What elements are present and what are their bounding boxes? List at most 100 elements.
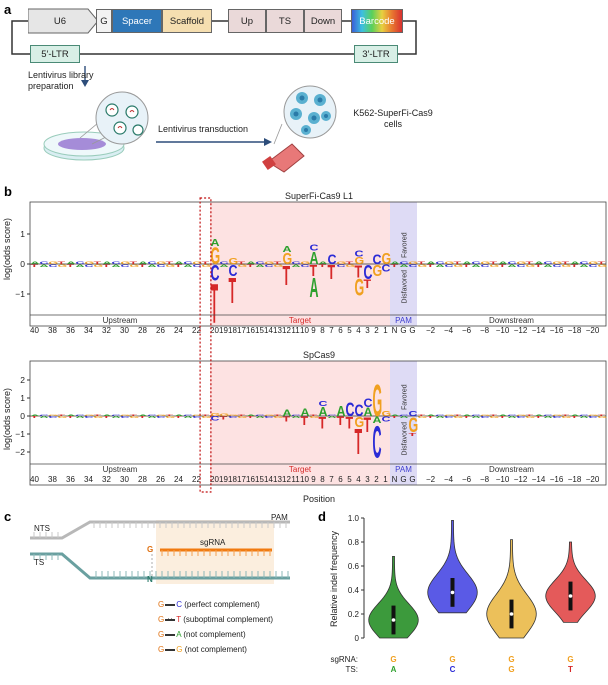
- logo-letter: A: [426, 261, 436, 265]
- legend-bond-4: [165, 648, 176, 651]
- x-tick-label: 28: [138, 475, 147, 484]
- logo-letter: T: [534, 416, 542, 419]
- x-tick-label: G: [409, 326, 415, 335]
- logo-letter: A: [327, 416, 337, 419]
- logo-letter: C: [588, 264, 597, 268]
- logo-letter: T: [237, 414, 245, 416]
- logo-letter: G: [408, 413, 418, 437]
- violin-median: [509, 612, 514, 616]
- x-tick-label: −8: [480, 326, 490, 335]
- x-tick-label: 16: [246, 326, 255, 335]
- x-tick-label: 30: [120, 475, 129, 484]
- x-tick-label: 32: [102, 326, 111, 335]
- x-tick-label: 17: [237, 475, 246, 484]
- logo-letter: A: [309, 271, 318, 303]
- x-tick-label: 10: [300, 326, 309, 335]
- logo-letter: C: [75, 414, 85, 416]
- logo-letter: A: [39, 416, 49, 419]
- logo-letter: C: [120, 264, 129, 268]
- x-tick-label: 40: [30, 475, 39, 484]
- x-tick-label: 14: [264, 326, 273, 335]
- logo-letter: T: [318, 264, 326, 268]
- favored-label: Favored: [402, 384, 409, 410]
- logo-letter: C: [543, 414, 553, 416]
- logo-letter: G: [273, 264, 283, 268]
- construct-lines: [11, 20, 417, 55]
- logo-letter: A: [570, 261, 580, 265]
- ltr5-box: 5′-LTR: [30, 45, 80, 63]
- panel-a-letter: a: [4, 2, 12, 17]
- x-tick-label: 15: [255, 475, 264, 484]
- u6-promoter-shape: [28, 8, 99, 34]
- logo-letter: C: [363, 396, 372, 410]
- logo-letter: T: [30, 264, 38, 268]
- plot1-title: SuperFi-Cas9 L1: [284, 191, 354, 201]
- region-label-upstream: Upstream: [103, 316, 138, 325]
- logo-letter: C: [183, 261, 193, 265]
- logo-letter: C: [309, 244, 319, 252]
- logo-letter: T: [498, 416, 506, 419]
- logo-letter: T: [561, 414, 569, 416]
- logo-letter: T: [282, 259, 290, 291]
- logo-letter: G: [264, 261, 274, 265]
- logo-letter: C: [480, 264, 489, 268]
- logo-letter: C: [120, 416, 130, 419]
- logo-letter: A: [471, 264, 480, 268]
- logo-letter: A: [372, 415, 381, 425]
- sgrna-label: sgRNA: [200, 538, 226, 547]
- logo-plot-2: 210−1−2ATCAGCTGATCAGCTGATCAGCTGATCAGCTGA…: [15, 360, 607, 486]
- logo-letter: C: [444, 264, 453, 268]
- sgrna-base-label: G: [508, 655, 514, 664]
- legend-g-3: G: [158, 630, 165, 639]
- legend-row-g: G G (not complement): [158, 645, 318, 660]
- legend-bond-3: [165, 633, 176, 636]
- logo-letter: A: [102, 261, 112, 265]
- logo-letter: A: [174, 261, 184, 265]
- logo-letter: G: [588, 261, 598, 265]
- logo-letter: A: [246, 414, 256, 416]
- legend-pair-4: G: [176, 645, 183, 654]
- logo-letter: G: [597, 264, 607, 268]
- logo-letter: A: [138, 261, 148, 265]
- logo-letter: G: [48, 261, 58, 265]
- logo-letter: C: [291, 261, 301, 265]
- logo-letter: T: [273, 414, 281, 416]
- logo-letter: C: [372, 251, 381, 267]
- ts-strand-label: TS: [34, 558, 45, 567]
- logo-letter: T: [300, 414, 308, 428]
- x-tick-label: 1: [383, 475, 388, 484]
- x-tick-label: 19: [219, 475, 228, 484]
- logo-letter: A: [111, 416, 121, 419]
- logo-letter: C: [381, 416, 391, 424]
- x-tick-label: G: [409, 475, 415, 484]
- x-tick-label: −18: [568, 326, 582, 335]
- logo-letter: T: [165, 414, 173, 416]
- logo-letter: C: [381, 264, 390, 275]
- x-tick-label: 7: [329, 326, 334, 335]
- logo-letter: T: [174, 264, 182, 268]
- logo-letter: C: [471, 414, 481, 416]
- violin-G:G: [486, 539, 537, 639]
- logo-letter: A: [390, 261, 400, 265]
- logo-letter: C: [507, 261, 517, 265]
- violin-G:C: [427, 520, 478, 614]
- g-label-c: G: [147, 545, 154, 554]
- logo-letter: C: [516, 416, 526, 419]
- x-tick-label: 26: [156, 326, 165, 335]
- logo-letter: G: [561, 416, 571, 419]
- logo-letter: G: [444, 261, 454, 265]
- x-tick-label: 22: [192, 475, 201, 484]
- x-tick-label: 3: [365, 475, 370, 484]
- logo-letter: A: [309, 249, 318, 269]
- logo-letter: C: [552, 264, 561, 268]
- y-tick-label: 0: [20, 259, 25, 269]
- logo-letter: A: [138, 414, 148, 416]
- logo-letter: T: [66, 416, 74, 419]
- x-tick-label: 2: [374, 475, 379, 484]
- down-box: Down: [304, 9, 342, 33]
- logo-letter: A: [318, 404, 327, 419]
- x-tick-label: 5: [347, 326, 352, 335]
- logo-letter: G: [597, 416, 607, 419]
- x-tick-label: −16: [550, 475, 564, 484]
- logo-letter: C: [84, 416, 94, 419]
